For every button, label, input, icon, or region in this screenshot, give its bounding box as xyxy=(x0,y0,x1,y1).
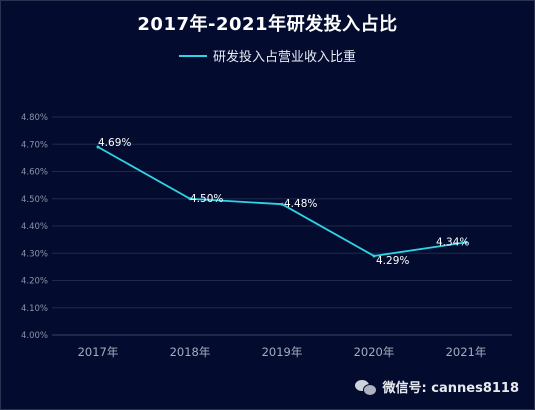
legend-swatch xyxy=(178,54,207,57)
data-label: 4.29% xyxy=(376,255,409,267)
y-tick-label: 4.80% xyxy=(21,113,48,123)
chart-title: 2017年-2021年研发投入占比 xyxy=(137,14,398,35)
x-tick-label: 2020年 xyxy=(354,345,395,359)
data-point xyxy=(188,197,192,201)
watermark-text: 微信号: cannes8118 xyxy=(382,381,519,396)
y-tick-label: 4.70% xyxy=(21,140,48,150)
x-tick-label: 2018年 xyxy=(170,345,211,359)
data-label: 4.69% xyxy=(98,137,131,149)
legend-label: 研发投入占营业收入比重 xyxy=(212,50,356,65)
x-tick-label: 2017年 xyxy=(78,345,119,359)
y-tick-label: 4.60% xyxy=(21,168,48,178)
series-line xyxy=(97,146,467,257)
legend[interactable]: 研发投入占营业收入比重 xyxy=(0,46,535,65)
y-tick-label: 4.40% xyxy=(21,222,48,232)
data-point xyxy=(96,145,100,149)
data-point xyxy=(464,240,468,244)
y-tick-label: 4.00% xyxy=(21,331,48,341)
data-label: 4.34% xyxy=(436,236,469,248)
x-tick-label: 2019年 xyxy=(262,345,303,359)
y-tick-label: 4.20% xyxy=(21,277,48,287)
data-label: 4.50% xyxy=(190,193,223,205)
y-tick-label: 4.10% xyxy=(21,304,48,314)
wechat-icon xyxy=(354,379,377,396)
y-tick-label: 4.50% xyxy=(21,195,48,205)
data-point xyxy=(372,254,376,258)
y-tick-label: 4.30% xyxy=(21,249,48,259)
watermark: 微信号: cannes8118 xyxy=(354,377,519,396)
data-label: 4.48% xyxy=(284,198,317,210)
x-tick-label: 2021年 xyxy=(446,345,487,359)
data-point xyxy=(280,202,284,206)
